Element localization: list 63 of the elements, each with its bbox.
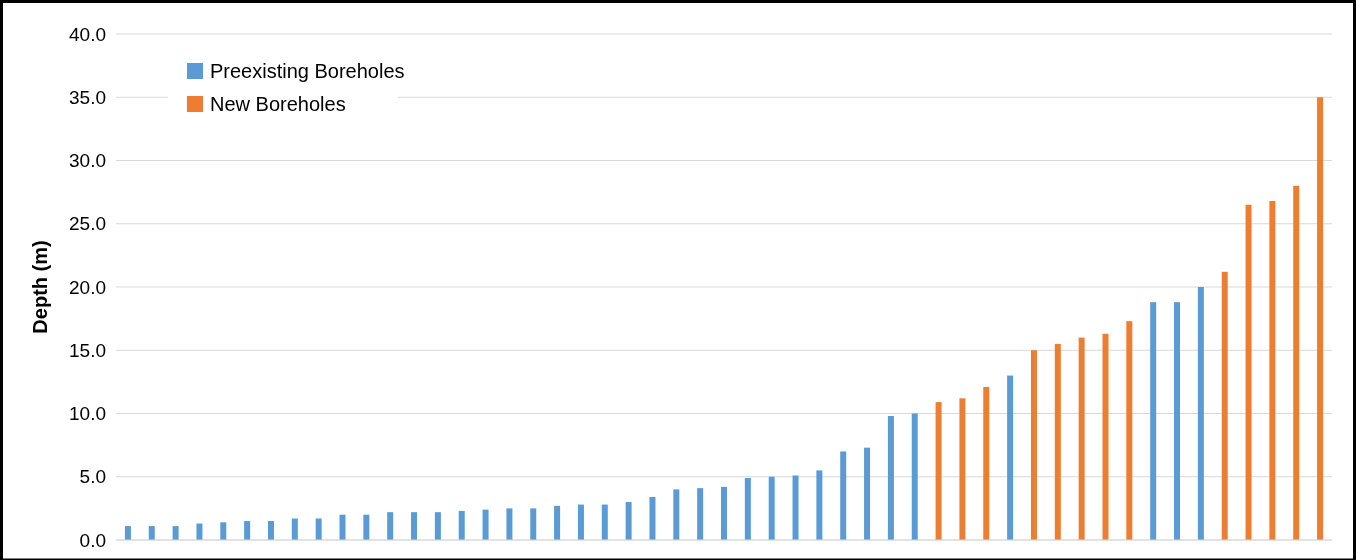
bar	[196, 523, 203, 540]
bar	[816, 470, 823, 540]
bar	[935, 402, 942, 540]
legend-label: New Boreholes	[210, 93, 346, 115]
bar	[1317, 97, 1324, 540]
bar	[387, 512, 394, 540]
bar	[554, 505, 561, 540]
y-tick-label: 25.0	[69, 213, 106, 235]
bar	[1221, 271, 1228, 540]
bar	[721, 486, 727, 540]
bar	[577, 504, 584, 540]
bar	[148, 526, 155, 540]
y-tick-label: 40.0	[69, 23, 106, 45]
bar	[1078, 337, 1085, 540]
bar	[697, 488, 704, 540]
bar	[1245, 204, 1252, 540]
bar	[339, 514, 346, 540]
bar	[291, 518, 298, 540]
bar	[601, 504, 608, 540]
bar	[244, 521, 251, 540]
bar	[1030, 350, 1037, 540]
bar	[1007, 375, 1014, 540]
bar	[267, 521, 274, 540]
bar	[744, 478, 751, 540]
y-tick-label: 5.0	[79, 466, 106, 488]
bar	[1174, 302, 1181, 540]
bar	[887, 416, 894, 540]
bar	[315, 518, 322, 540]
bar	[1150, 302, 1157, 540]
y-axis-title: Depth (m)	[29, 240, 51, 334]
bar	[458, 510, 465, 540]
bar	[1126, 321, 1133, 540]
y-tick-label: 20.0	[69, 276, 106, 298]
y-tick-label: 0.0	[79, 529, 106, 551]
bar	[411, 512, 418, 540]
bar	[649, 496, 656, 540]
bar	[506, 508, 513, 540]
bar	[434, 512, 441, 540]
y-tick-label: 10.0	[69, 403, 106, 425]
bar	[1054, 343, 1061, 540]
bar	[983, 386, 990, 540]
y-tick-label: 35.0	[69, 86, 106, 108]
bar	[864, 447, 871, 540]
bar	[959, 398, 966, 540]
bar	[124, 526, 131, 540]
bar	[172, 526, 179, 540]
y-tick-label: 15.0	[69, 339, 106, 361]
bar	[1197, 287, 1204, 540]
bar	[768, 476, 775, 540]
y-tick-label: 30.0	[69, 150, 106, 172]
legend-label: Preexisting Boreholes	[210, 60, 405, 82]
bar	[482, 509, 489, 540]
bar	[1102, 333, 1109, 540]
bar	[1269, 200, 1276, 540]
bar	[625, 502, 632, 540]
bar	[1293, 185, 1300, 540]
bar	[911, 413, 918, 540]
bar	[530, 508, 537, 540]
bar	[673, 489, 680, 540]
bar	[220, 522, 227, 540]
bar	[363, 514, 370, 540]
bar	[840, 451, 847, 540]
bar	[792, 475, 799, 540]
